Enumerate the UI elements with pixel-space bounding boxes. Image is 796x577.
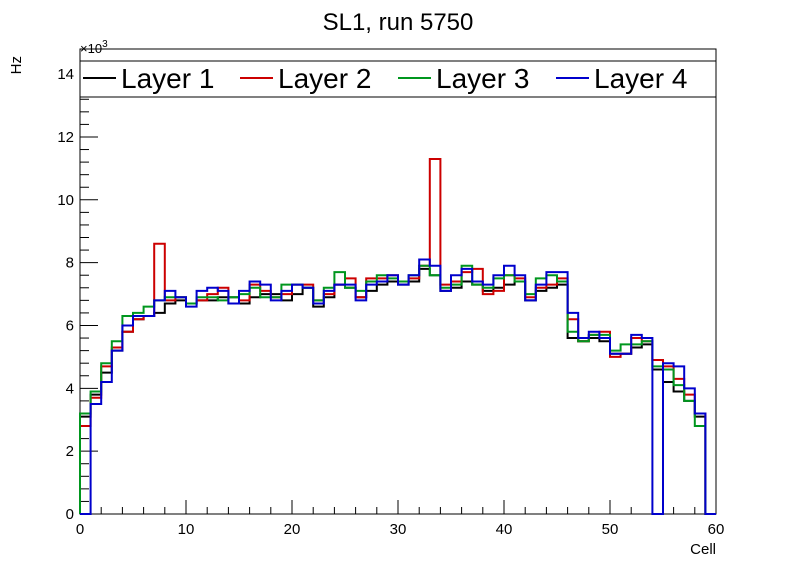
legend: Layer 1 Layer 2 Layer 3 Layer 4 [79,60,717,98]
chart-title: SL1, run 5750 [323,9,474,36]
legend-label: Layer 4 [594,63,687,94]
y-axis-label: Hz [8,56,25,74]
series-line-layer-1 [79,267,716,515]
y-tick-label: 14 [57,66,74,83]
x-tick-label: 60 [708,521,725,538]
legend-label: Layer 2 [278,63,371,94]
y-tick-label: 8 [66,255,74,272]
x-tick-label: 40 [496,521,513,538]
y-tick-label: 6 [66,317,74,334]
x-tick-label: 50 [602,521,619,538]
y-exponent-power: 3 [102,39,108,50]
x-tick-label: 30 [390,521,407,538]
y-tick-label: 4 [66,380,74,397]
x-axis-label: Cell [690,541,716,558]
y-tick-label: 10 [57,192,74,209]
y-exponent-label: ×103 [80,39,108,56]
y-tick-label: 2 [66,443,74,460]
legend-label: Layer 3 [436,63,529,94]
y-tick-label: 12 [57,129,74,146]
axes-layer: 0 10 20 30 40 50 60 0 2 4 6 8 10 12 14 [57,48,725,538]
x-tick-label: 20 [284,521,301,538]
x-tick-label: 0 [76,521,84,538]
series-line-layer-2 [79,157,716,515]
y-tick-label: 0 [66,506,74,523]
x-tick-label: 10 [178,521,195,538]
series-layer [79,157,716,515]
series-line-layer-4 [80,258,716,515]
legend-label: Layer 1 [121,63,214,94]
